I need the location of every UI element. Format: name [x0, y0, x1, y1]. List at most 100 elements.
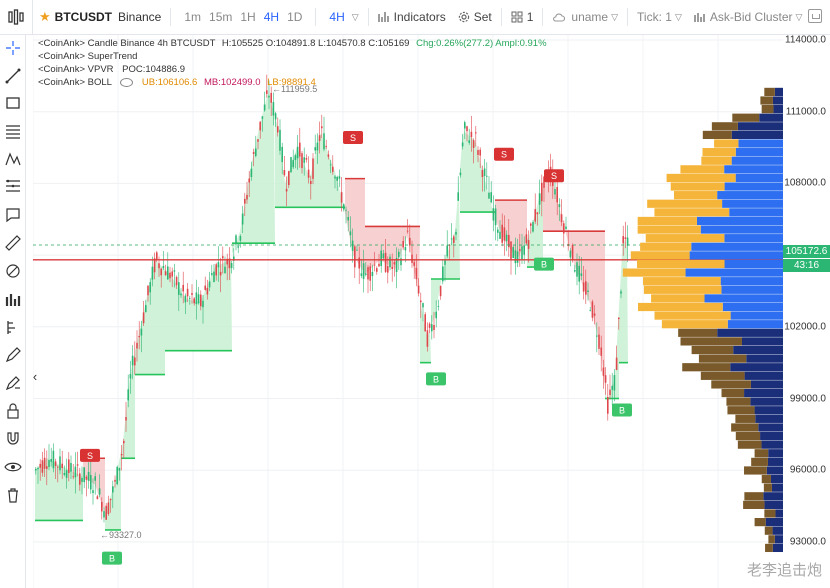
boll-legend-row[interactable]: <CoinAnk> BOLL UB:106106.6 MB:102499.0 L… — [38, 76, 547, 89]
candle-legend-change: Chg:0.26%(277.2) Ampl:0.91% — [416, 38, 547, 49]
brush-icon[interactable] — [3, 261, 22, 280]
candle-body — [398, 251, 400, 258]
supertrend-legend-row[interactable]: <CoinAnk> SuperTrend — [38, 51, 138, 62]
buy-signal — [426, 372, 446, 386]
favorite-star-icon[interactable]: ★ — [39, 9, 51, 24]
candle-body — [252, 152, 255, 154]
vpvr-legend-row[interactable]: <CoinAnk> VPVR POC:104886.9 — [38, 63, 547, 76]
candle-body — [477, 150, 479, 155]
screenshot-icon[interactable] — [808, 9, 822, 23]
chevron-down-icon: ▽ — [674, 11, 682, 22]
candle-body — [314, 147, 316, 151]
candle-body — [415, 267, 418, 280]
price-axis[interactable]: 114000.0111000.0108000.0105000.0102000.0… — [783, 35, 830, 588]
candle-body — [125, 417, 127, 421]
candle-body — [459, 172, 462, 176]
trash-icon[interactable] — [3, 485, 22, 504]
hidden-eye-icon[interactable] — [120, 77, 134, 87]
indicators-button[interactable]: Indicators — [372, 0, 452, 34]
candle-body — [626, 237, 629, 246]
crosshair-icon[interactable] — [3, 38, 22, 57]
vpvr-bid-bar — [760, 431, 783, 441]
candle-body — [138, 335, 140, 338]
candle-body — [239, 236, 242, 241]
fib-icon[interactable] — [3, 177, 22, 196]
candle-body — [145, 305, 147, 313]
vpvr-ask-bar — [702, 148, 736, 157]
candle-body — [164, 271, 167, 276]
candle-body — [505, 234, 508, 242]
candle-legend-ohlc: H:105525 O:104891.8 L:104570.8 C:105169 — [221, 38, 410, 49]
candle-body — [103, 511, 105, 518]
tick-selector[interactable]: Tick: 1 ▽ — [631, 0, 688, 34]
timeframe-1m[interactable]: 1m — [184, 10, 202, 24]
eye-icon[interactable] — [3, 457, 22, 476]
timeframe-1h[interactable]: 1H — [240, 10, 256, 24]
timeframe-dropdown[interactable]: 4H ▽ — [319, 0, 364, 34]
magnet-icon[interactable] — [3, 429, 22, 448]
chevron-down-icon: ▽ — [351, 11, 359, 22]
lock-icon[interactable] — [3, 401, 22, 420]
candle-body — [358, 257, 360, 269]
candle-body — [96, 496, 99, 500]
vpvr-ask-bar — [735, 414, 756, 423]
candle-body — [347, 216, 349, 221]
sell-signal — [544, 169, 564, 183]
vpvr-ask-bar — [760, 96, 773, 105]
horizontal-lines-icon[interactable] — [3, 121, 22, 140]
price-axis-label: 114000.0 — [785, 34, 826, 46]
price-axis-label: 99000.0 — [789, 393, 826, 404]
vpvr-ask-bar — [645, 234, 725, 243]
vpvr-bid-bar — [771, 483, 783, 492]
candle-body — [356, 249, 358, 251]
candle-body — [191, 293, 193, 295]
ruler-icon[interactable] — [3, 233, 22, 252]
candle-body — [261, 116, 264, 119]
candle-body — [336, 176, 338, 181]
layout-button[interactable]: 1 — [505, 0, 540, 34]
candle-body — [208, 281, 211, 288]
timeframe-1d[interactable]: 1D — [287, 10, 303, 24]
candle-body — [406, 230, 409, 232]
candle-body — [393, 262, 396, 265]
candle-body — [61, 463, 63, 469]
candle-body — [589, 309, 591, 311]
vpvr-ask-bar — [661, 320, 728, 329]
candle-body — [582, 282, 585, 292]
symbol-selector[interactable]: ★ BTCUSDT Binance — [33, 0, 167, 34]
candle-body — [92, 490, 94, 493]
candle-body — [202, 300, 204, 308]
vpvr-bid-bar — [754, 406, 783, 415]
vpvr-bid-bar — [696, 216, 783, 226]
edit-lock-icon[interactable] — [3, 373, 22, 392]
pattern-icon[interactable] — [3, 149, 22, 168]
volume-bars-icon[interactable] — [3, 289, 22, 308]
candle-body — [437, 306, 440, 307]
collapse-toolbar-icon[interactable]: ‹ — [28, 367, 42, 385]
vpvr-ask-bar — [711, 380, 751, 389]
user-menu[interactable]: uname ▽ — [546, 0, 624, 34]
vpvr-ask-bar — [691, 345, 734, 355]
candle-body — [585, 281, 587, 295]
rectangle-icon[interactable] — [3, 93, 22, 112]
timeframe-4h[interactable]: 4H — [263, 10, 280, 24]
settings-button[interactable]: Set — [452, 0, 498, 34]
timeframe-15m[interactable]: 15m — [209, 10, 233, 24]
price-chart[interactable]: S S S S B B B B — [33, 35, 783, 588]
chevron-down-icon: ▽ — [795, 11, 803, 22]
text-note-icon[interactable] — [3, 205, 22, 224]
chart-logo-icon[interactable] — [0, 0, 33, 34]
candle-body — [334, 176, 336, 179]
cluster-selector[interactable]: Ask-Bid Cluster ▽ — [688, 0, 809, 34]
vpvr-ask-bar — [701, 156, 732, 165]
vpvr-ask-bar — [763, 483, 772, 492]
order-flow-icon[interactable] — [3, 317, 22, 336]
vpvr-bid-bar — [735, 173, 783, 183]
candle-body — [332, 166, 334, 172]
trend-line-icon[interactable] — [3, 66, 22, 85]
vpvr-bid-bar — [746, 354, 783, 363]
candle-body — [197, 294, 200, 304]
pencil-icon[interactable] — [3, 345, 22, 364]
candle-body — [532, 222, 534, 232]
candle-body — [351, 240, 354, 251]
